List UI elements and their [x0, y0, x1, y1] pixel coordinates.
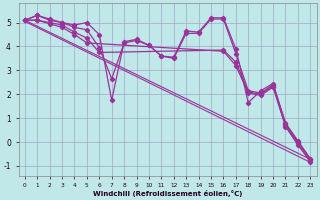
X-axis label: Windchill (Refroidissement éolien,°C): Windchill (Refroidissement éolien,°C)	[93, 190, 242, 197]
